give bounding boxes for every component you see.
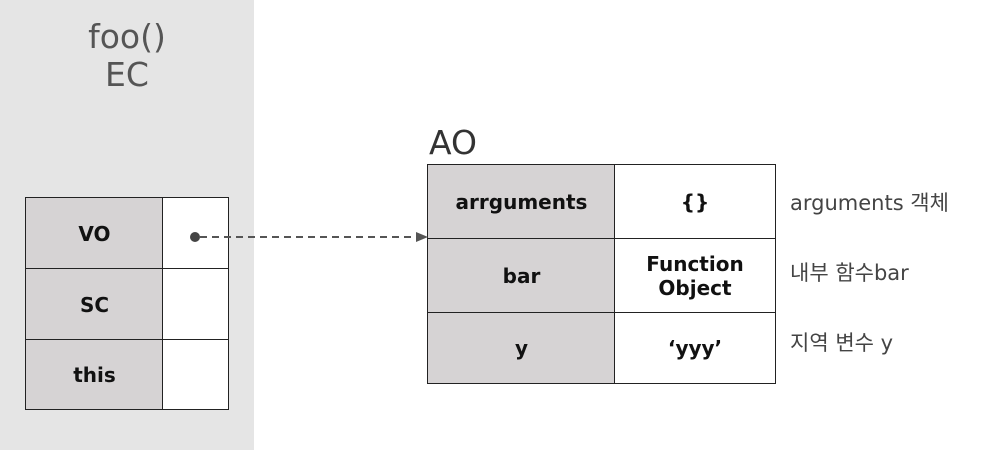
ao-label: AO bbox=[429, 123, 477, 162]
ec-row-sc-value bbox=[162, 268, 229, 341]
ec-title-line1: foo() bbox=[88, 17, 166, 56]
ec-title-line2: EC bbox=[105, 55, 149, 94]
note-bar: 내부 함수bar bbox=[790, 261, 909, 285]
ao-row-arguments-value: {} bbox=[614, 164, 776, 240]
note-arguments: arguments 객체 bbox=[790, 191, 949, 215]
ec-row-this-value bbox=[162, 339, 229, 410]
note-y: 지역 변수 y bbox=[790, 331, 894, 355]
ao-row-bar-value-line2: Object bbox=[658, 276, 732, 300]
ao-row-y-key: y bbox=[427, 312, 616, 384]
pointer-dot bbox=[190, 232, 200, 242]
ec-row-this-key: this bbox=[25, 339, 164, 410]
pointer-arrowhead bbox=[416, 232, 428, 242]
execution-context-panel: foo() EC VO SC this bbox=[0, 0, 254, 450]
ao-row-bar-value: Function Object bbox=[614, 238, 776, 314]
ao-row-bar-key: bar bbox=[427, 238, 616, 314]
ec-title: foo() EC bbox=[0, 18, 254, 94]
ao-row-bar-value-line1: Function bbox=[646, 252, 744, 276]
ao-row-y-value: ‘yyy’ bbox=[614, 312, 776, 384]
